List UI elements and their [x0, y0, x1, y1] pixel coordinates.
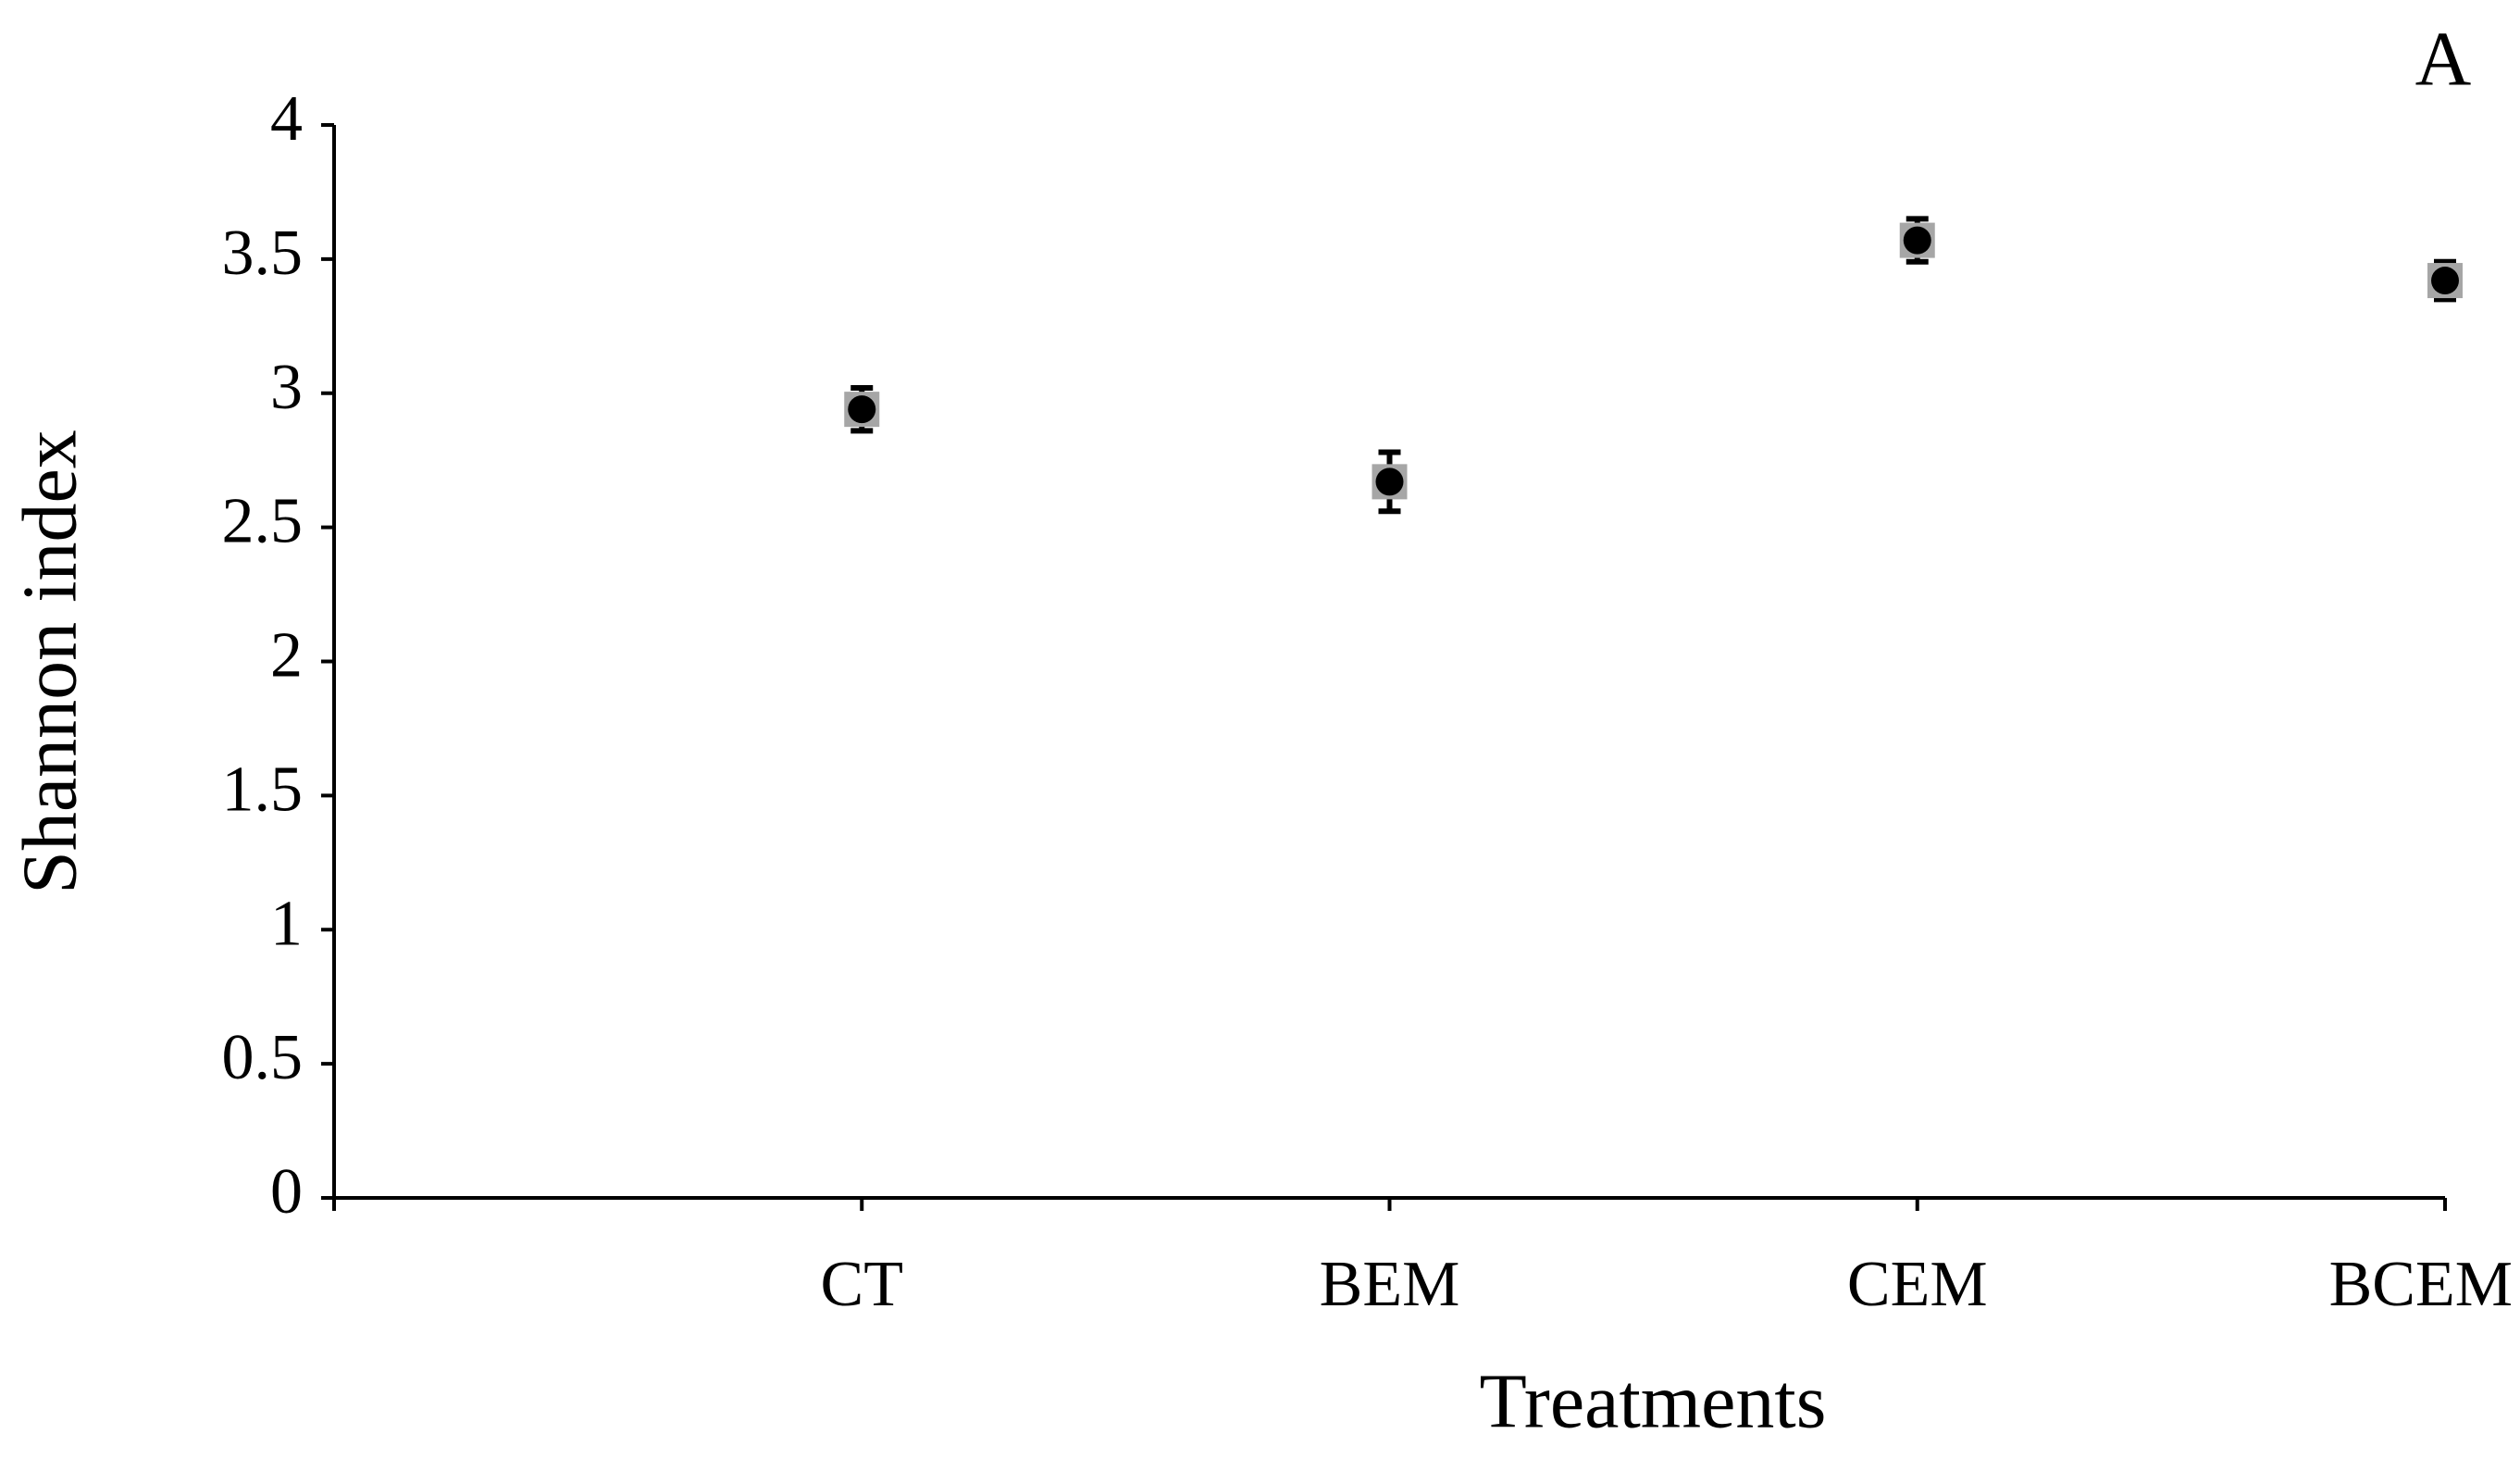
x-axis-title: Treatments: [1480, 1358, 1827, 1444]
y-tick-label: 3.5: [222, 218, 304, 289]
point: [1372, 464, 1408, 500]
y-tick-label: 1: [270, 888, 303, 959]
point: [844, 392, 880, 428]
x-tick-label: CEM: [1847, 1249, 1988, 1320]
y-tick-label: 0: [270, 1156, 303, 1228]
y-axis-title: Shannon index: [6, 430, 93, 894]
point-dot: [848, 395, 876, 424]
panel-label: A: [2415, 16, 2472, 102]
point: [2427, 263, 2463, 299]
point-dot: [1903, 226, 1931, 255]
y-tick-label: 2.5: [222, 486, 304, 557]
point-dot: [1375, 467, 1404, 496]
x-tick-label: BEM: [1320, 1249, 1460, 1320]
x-tick-label: BCEM: [2329, 1249, 2513, 1320]
x-tick-label: CT: [821, 1249, 903, 1320]
point-dot: [2431, 267, 2459, 295]
point: [1899, 222, 1935, 258]
y-tick-label: 0.5: [222, 1022, 304, 1093]
y-tick-label: 1.5: [222, 754, 304, 825]
y-tick-label: 2: [270, 620, 303, 692]
y-tick-label: 4: [270, 83, 303, 155]
y-tick-label: 3: [270, 352, 303, 423]
